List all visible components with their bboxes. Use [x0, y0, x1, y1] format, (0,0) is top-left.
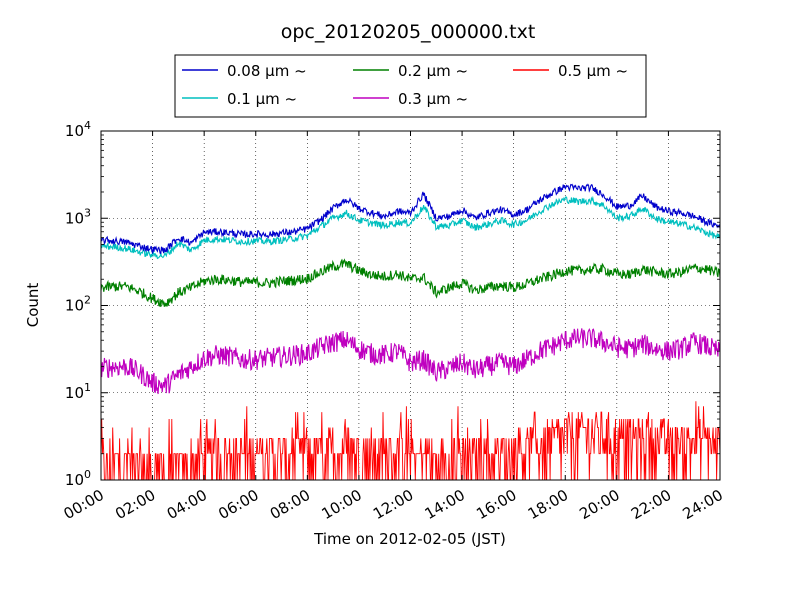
legend-label: 0.2 µm ~: [398, 62, 468, 80]
legend-items: 0.08 µm ~ 0.1 µm ~ 0.2 µm ~ 0.3 µm ~ 0.5 µm …: [182, 62, 628, 108]
series-line: [100, 327, 721, 395]
y-tick-label: 103: [65, 206, 91, 227]
y-tick-label: 104: [65, 119, 91, 140]
y-tick-label: 102: [65, 294, 91, 315]
legend-label: 0.1 µm ~: [227, 90, 297, 108]
legend-label: 0.08 µm ~: [227, 62, 307, 80]
series-line: [100, 183, 721, 255]
legend-box: [174, 54, 647, 118]
y-axis: 100 101 102 103 104: [65, 119, 720, 489]
legend: 0.08 µm ~ 0.1 µm ~ 0.2 µm ~ 0.3 µm ~ 0.5 µm …: [174, 54, 647, 118]
series-line: [100, 195, 721, 260]
legend-label: 0.5 µm ~: [558, 62, 628, 80]
series-line: [100, 258, 721, 308]
x-axis-label: Time on 2012-02-05 (JST): [313, 530, 506, 548]
y-tick-label: 101: [65, 381, 91, 402]
y-axis-label: Count: [24, 283, 42, 328]
chart-title: opc_20120205_000000.txt: [281, 21, 536, 43]
legend-label: 0.3 µm ~: [398, 90, 468, 108]
y-tick-label: 100: [65, 468, 91, 489]
